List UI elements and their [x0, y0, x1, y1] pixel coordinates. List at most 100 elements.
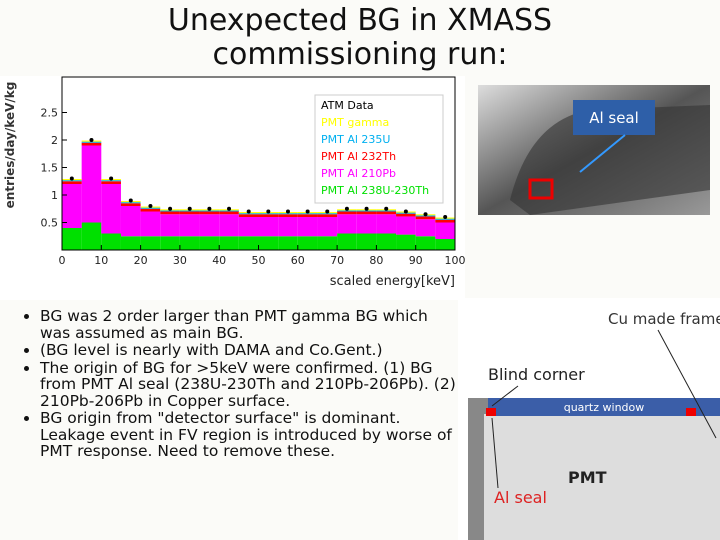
histogram-segment: [238, 217, 259, 237]
histogram-segment: [81, 141, 102, 143]
histogram-segment: [101, 233, 121, 250]
histogram: entries/day/keV/kg scaled energy[keV] 0 1…: [0, 76, 466, 300]
label-box: [573, 100, 655, 135]
data-point: [344, 206, 349, 211]
histogram-segment: [62, 228, 82, 250]
data-point: [246, 209, 251, 214]
y-tick-label: 1.5: [41, 162, 59, 175]
histogram-segment: [219, 210, 239, 212]
histogram-segment: [396, 216, 416, 235]
histogram-segment: [101, 180, 121, 182]
histogram-segment: [140, 208, 161, 212]
histogram-segment: [238, 236, 259, 250]
photo: Al seal: [478, 85, 710, 215]
histogram-segment: [356, 214, 377, 234]
legend-entry: PMT Al 210Pb: [321, 167, 396, 180]
histogram-segment: [435, 222, 455, 239]
legend-entry: PMT Al 232Th: [321, 150, 396, 163]
histogram-segment: [435, 239, 455, 250]
data-point: [128, 198, 133, 203]
histogram-segment: [140, 207, 161, 209]
data-point: [285, 209, 290, 214]
label: PMT: [568, 468, 607, 487]
bullet-list: BG was 2 order larger than PMT gamma BG …: [22, 308, 460, 461]
histogram-segment: [81, 145, 102, 223]
histogram-segment: [317, 213, 338, 215]
label: Cu made frame: [608, 310, 720, 328]
data-point: [403, 209, 408, 214]
data-point: [384, 206, 389, 211]
quartz-window: [488, 398, 720, 416]
histogram-segment: [337, 210, 357, 212]
histogram-segment: [435, 219, 455, 223]
histogram-segment: [101, 184, 121, 234]
arrow: [579, 134, 626, 173]
photo-detail: [510, 105, 710, 215]
bullet: BG was 2 order larger than PMT gamma BG …: [40, 308, 460, 341]
histogram-segment: [120, 236, 141, 250]
x-tick-label: 40: [212, 254, 226, 267]
histogram-segment: [199, 211, 220, 215]
histogram-segment: [179, 214, 200, 237]
histogram-segment: [120, 206, 141, 237]
histogram-segment: [415, 216, 436, 220]
histogram-segment: [356, 233, 377, 250]
y-tick-label: 2.5: [41, 107, 59, 120]
histogram-segment: [219, 214, 239, 237]
x-tick-label: 70: [330, 254, 344, 267]
histogram-segment: [199, 236, 220, 250]
bullet: (BG level is nearly with DAMA and Co.Gen…: [40, 342, 460, 359]
y-tick-label: 0.5: [41, 217, 59, 230]
histogram-segment: [120, 202, 141, 204]
histogram-segment: [62, 181, 82, 184]
histogram-segment: [101, 181, 121, 184]
data-point: [423, 212, 428, 217]
histogram-segment: [81, 222, 102, 250]
histogram-segment: [317, 236, 338, 250]
histogram-segment: [258, 217, 279, 237]
pmt-body: [484, 414, 720, 540]
histogram-segment: [337, 233, 357, 250]
histogram-segment: [238, 213, 259, 215]
histogram-segment: [179, 211, 200, 215]
histogram-segment: [258, 214, 279, 217]
label: Blind corner: [488, 365, 585, 384]
y-tick-label: 1: [51, 189, 58, 202]
histogram-segment: [62, 184, 82, 228]
histogram-segment: [278, 236, 298, 250]
histogram-segment: [199, 214, 220, 237]
arrow: [491, 417, 499, 489]
x-tick-label: 10: [94, 254, 108, 267]
x-tick-label: 60: [291, 254, 305, 267]
histogram-segment: [376, 211, 397, 215]
histogram-segment: [376, 233, 397, 250]
histogram-segment: [396, 234, 416, 250]
data-point: [148, 204, 153, 208]
bullet: BG origin from "detector surface" is dom…: [40, 410, 460, 460]
x-axis-label: scaled energy[keV]: [330, 274, 455, 289]
arrow: [491, 385, 519, 407]
label: Al seal: [494, 488, 547, 507]
data-point: [168, 206, 173, 211]
histogram-segment: [120, 203, 141, 206]
histogram-segment: [435, 218, 455, 220]
histogram-segment: [140, 211, 161, 237]
data-point: [443, 215, 448, 219]
histogram-segment: [396, 213, 416, 217]
legend-entry: PMT Al 235U: [321, 133, 390, 146]
histogram-segment: [317, 214, 338, 217]
histogram-segment: [337, 214, 357, 234]
histogram-segment: [297, 217, 318, 237]
data-point: [364, 206, 369, 211]
histogram-segment: [160, 211, 180, 215]
histogram-segment: [376, 210, 397, 212]
histogram-segment: [160, 210, 180, 212]
histogram-segment: [179, 236, 200, 250]
data-point: [69, 176, 74, 181]
data-point: [207, 206, 212, 211]
histogram-segment: [219, 211, 239, 215]
data-point: [227, 206, 232, 211]
legend-entry: ATM Data: [321, 99, 374, 112]
diagram: quartz window Cu made frame Blind corner…: [458, 298, 720, 540]
